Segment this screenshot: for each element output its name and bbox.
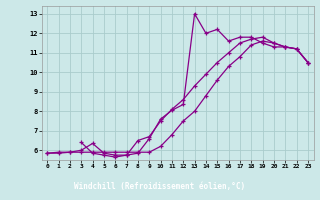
Text: Windchill (Refroidissement éolien,°C): Windchill (Refroidissement éolien,°C) (75, 182, 245, 192)
